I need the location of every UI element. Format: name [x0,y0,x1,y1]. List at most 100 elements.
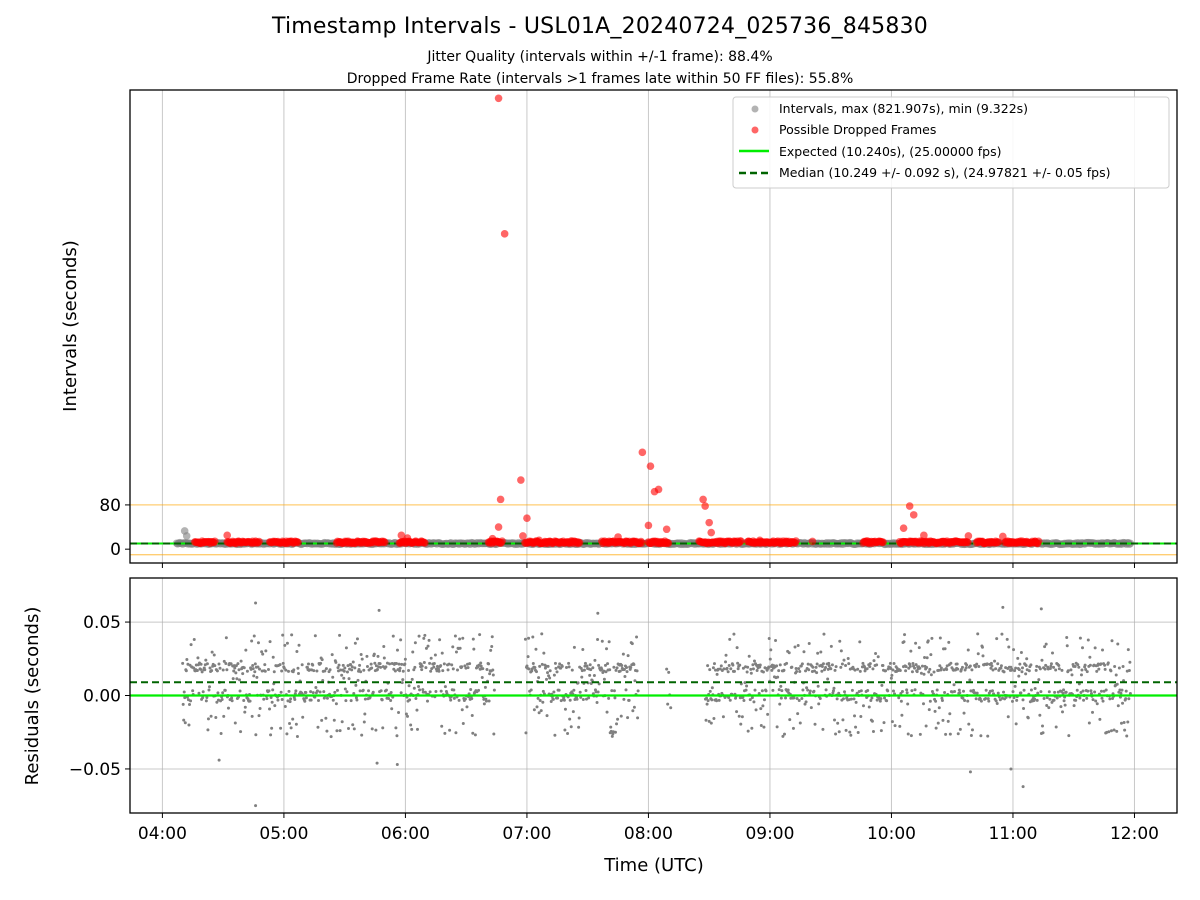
dropped-frame-point [994,538,1003,546]
dropped-frame-point [638,539,646,547]
residual-point [398,666,402,670]
residual-point [280,698,284,702]
residual-point [821,727,825,731]
residual-point [727,663,731,667]
residual-point [595,700,599,704]
dropped-frame-point [920,531,928,540]
dropped-frame-point [381,538,389,547]
residual-point [817,702,821,706]
residual-point [359,652,363,656]
residual-point [484,699,488,703]
residual-point [358,663,362,667]
residual-point [205,696,209,700]
residual-point [889,667,893,671]
residual-point [1043,645,1047,649]
residual-point [552,690,556,694]
residual-point [899,699,903,703]
residual-point [1011,690,1015,694]
residual-point [816,684,820,688]
residual-point [568,717,572,721]
residual-point [880,683,884,687]
residual-point [1038,713,1042,717]
residual-point [1128,660,1132,664]
residual-point [411,650,415,654]
residual-point [482,702,486,706]
residual-point [964,666,968,670]
residual-point [1017,674,1021,678]
residual-point [626,716,630,720]
residual-point [538,698,542,702]
residual-point [711,666,715,670]
residual-point [735,710,739,714]
residual-point [930,689,934,693]
residual-point [930,636,934,640]
residual-point [607,696,611,700]
residual-point [588,663,592,667]
residual-point [996,691,1000,695]
residual-point [993,659,997,663]
residual-point [732,632,736,636]
residual-point [354,696,358,700]
residual-point [1067,734,1071,738]
residual-point [284,668,288,672]
residual-point [741,696,745,700]
residual-point [728,698,732,702]
residual-point [775,664,779,668]
residual-point [324,716,328,720]
residual-point [352,727,356,731]
residual-point [991,668,995,672]
residual-point [1078,696,1082,700]
residual-point [883,696,887,700]
residual-point [1064,690,1068,694]
residual-point [933,709,937,713]
residual-point [395,763,399,767]
residual-point [881,663,885,667]
residual-point [837,691,841,695]
residual-point [203,668,207,672]
residual-point [782,732,786,736]
residual-point [394,726,398,730]
residual-point [990,689,994,693]
residual-point [367,689,371,693]
residual-point [761,670,765,674]
dropped-frame-point [905,502,914,510]
residual-point [1054,668,1058,672]
residual-point [537,711,541,715]
bottom-y-tick-label: 0.00 [83,687,121,707]
residual-point [758,663,762,667]
residual-point [900,713,904,717]
residual-point [849,733,853,737]
residual-point [1091,698,1095,702]
residual-point [1065,635,1069,639]
residual-point [821,662,825,666]
residual-point [767,637,771,641]
residual-point [282,666,286,670]
residual-point [1033,697,1037,701]
residual-point [341,663,345,667]
residual-point [710,686,714,690]
residual-point [928,667,932,671]
residual-point [632,705,636,709]
residual-point [541,700,545,704]
residual-point [382,656,386,660]
residual-point [820,669,824,673]
residual-point [764,689,768,693]
residual-point [206,717,210,721]
residual-point [1108,697,1112,701]
residual-point [181,661,185,665]
residual-point [751,663,755,667]
residual-point [325,729,329,733]
residual-point [491,668,495,672]
residual-point [986,734,990,738]
residual-point [244,648,248,652]
residual-point [824,688,828,692]
residual-point [760,689,764,693]
residual-point [232,664,236,668]
residual-point [1037,678,1041,682]
residual-point [266,668,270,672]
dropped-frame-point [421,539,429,547]
residual-point [911,661,915,665]
residual-point [415,727,419,731]
residual-point [1038,667,1042,671]
residual-point [212,653,216,657]
